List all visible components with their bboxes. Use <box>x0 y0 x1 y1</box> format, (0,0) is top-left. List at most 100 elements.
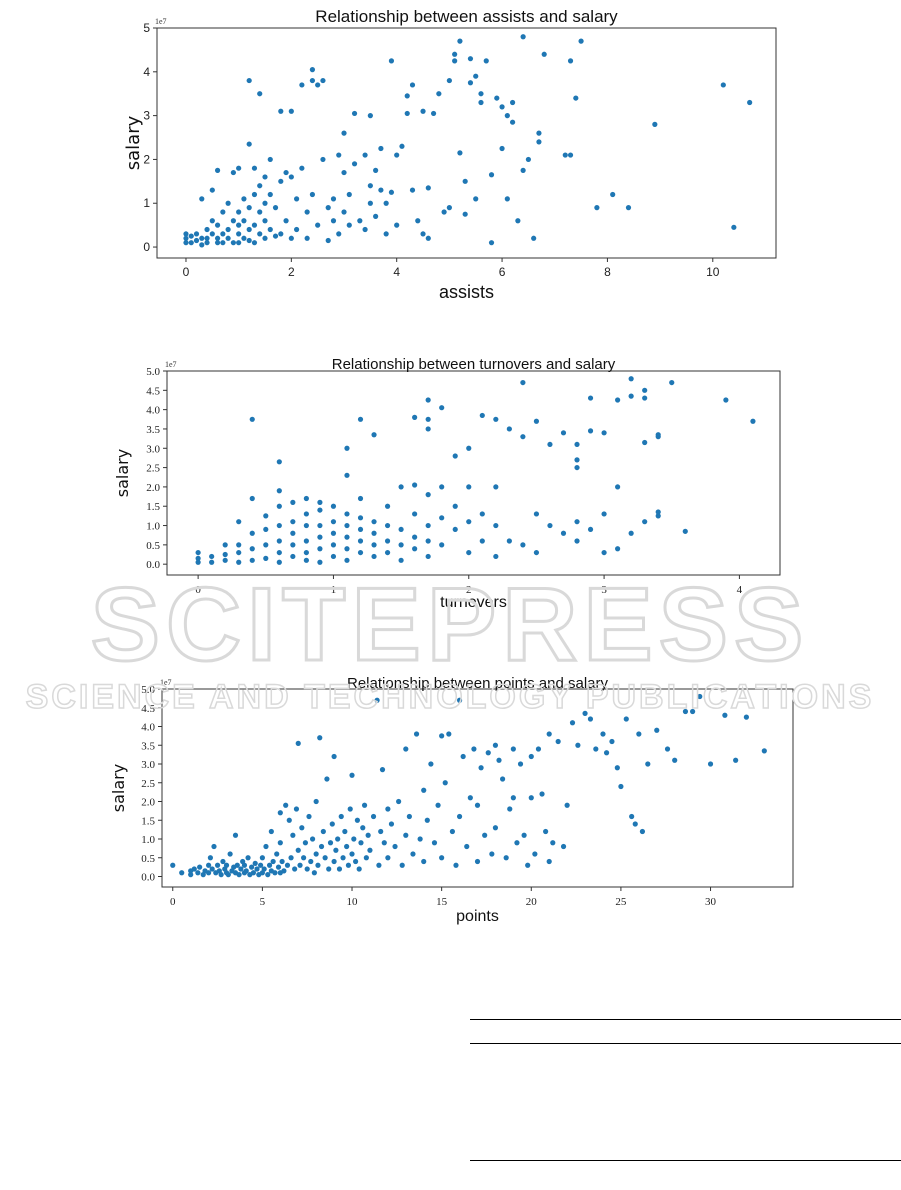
scatter-point <box>330 196 337 202</box>
scatter-point <box>317 499 323 505</box>
scatter-point <box>743 714 749 720</box>
scatter-point <box>241 862 248 868</box>
scatter-point <box>533 511 540 517</box>
x-tick-label: 3 <box>601 584 607 596</box>
scatter-point <box>227 851 233 857</box>
scatter-point <box>453 862 459 868</box>
scatter-point <box>299 825 305 831</box>
scatter-point <box>560 530 567 536</box>
y-tick-label: 3.0 <box>141 759 155 771</box>
scatter-point <box>236 165 242 171</box>
scatter-point <box>642 387 648 393</box>
scatter-point <box>642 395 648 401</box>
scatter-point <box>457 150 463 156</box>
y-tick-label: 2.5 <box>141 778 155 790</box>
scatter-point <box>251 191 258 198</box>
scatter-point <box>406 813 412 820</box>
scatter-point <box>251 222 258 228</box>
scatter-point <box>392 843 398 850</box>
scatter-point <box>442 780 448 786</box>
scatter-point <box>276 459 282 465</box>
scatter-point <box>331 753 337 760</box>
scatter-point <box>510 795 516 801</box>
scatter-point <box>536 139 542 145</box>
scatter-point <box>308 858 314 865</box>
scatter-point <box>555 738 561 745</box>
scatter-point <box>236 231 242 237</box>
scatter-point <box>243 868 249 874</box>
scatter-point <box>309 77 316 84</box>
scatter-point <box>452 503 458 509</box>
chart-3: 0 5 10 15 20 25 30 0.0 0.5 1.0 1.5 2.0 2.5 3.0 3.5 4.0 4… <box>109 675 794 925</box>
scatter-point <box>456 813 463 820</box>
scatter-point <box>170 862 176 868</box>
scatter-point <box>257 209 263 215</box>
scatter-point <box>246 141 252 147</box>
x-tick-label: 0 <box>170 896 176 908</box>
scatter-point <box>457 38 463 44</box>
scatter-point <box>510 746 516 752</box>
scatter-point <box>225 200 231 206</box>
scatter-point <box>357 515 364 521</box>
scatter-point <box>344 511 350 517</box>
scatter-point <box>367 113 373 119</box>
scatter-point <box>615 546 621 552</box>
scatter-point <box>199 196 205 202</box>
scatter-point <box>288 174 294 180</box>
y-offset-label: 1e7 <box>165 360 177 369</box>
scatter-point <box>342 828 348 835</box>
y-tick-label: 5 <box>143 21 150 35</box>
x-axis-label: points <box>456 908 499 925</box>
y-tick-label: 5.0 <box>146 366 160 378</box>
scatter-point <box>574 457 580 463</box>
scatter-point <box>317 534 323 540</box>
y-tick-label: 0.5 <box>141 853 155 865</box>
scatter-point <box>222 557 228 563</box>
scatter-point <box>409 187 416 193</box>
scatter-point <box>223 862 230 868</box>
scatter-point <box>317 559 323 565</box>
scatter-points <box>195 376 756 565</box>
scatter-point <box>474 802 481 808</box>
scatter-point <box>412 534 418 540</box>
scatter-point <box>479 412 485 419</box>
scatter-point <box>263 513 269 519</box>
scatter-point <box>236 542 242 548</box>
scatter-point <box>409 82 416 88</box>
y-tick-label: 5.0 <box>141 684 155 696</box>
scatter-point <box>299 82 305 88</box>
scatter-point <box>541 51 547 57</box>
plot-frame <box>166 370 781 576</box>
scatter-point <box>290 832 296 838</box>
scatter-point <box>373 213 379 219</box>
scatter-point <box>488 240 495 246</box>
scatter-point <box>573 95 579 101</box>
scatter-point <box>672 757 678 763</box>
scatter-point <box>211 843 217 850</box>
scatter-point <box>614 765 620 771</box>
scatter-point <box>317 507 323 513</box>
x-tick-label: 30 <box>705 896 717 908</box>
scatter-point <box>560 430 567 436</box>
scatter-point <box>413 731 420 737</box>
scatter-point <box>462 178 468 184</box>
scatter-point <box>399 143 405 149</box>
scatter-point <box>363 855 369 861</box>
scatter-point <box>439 515 445 521</box>
scatter-point <box>357 549 364 556</box>
scatter-point <box>277 810 283 816</box>
scatter-point <box>206 870 212 876</box>
scatter-point <box>384 538 391 544</box>
scatter-point <box>281 868 287 874</box>
scatter-point <box>209 218 215 224</box>
scatter-point <box>654 727 660 733</box>
scatter-point <box>506 538 512 544</box>
scatter-point <box>268 828 274 835</box>
scatter-point <box>357 218 363 224</box>
scatter-point <box>220 209 226 215</box>
scatter-point <box>417 836 423 842</box>
scatter-point <box>533 549 540 556</box>
scatter-point <box>317 546 323 552</box>
scatter-point <box>351 836 357 842</box>
scatter-point <box>292 866 298 872</box>
